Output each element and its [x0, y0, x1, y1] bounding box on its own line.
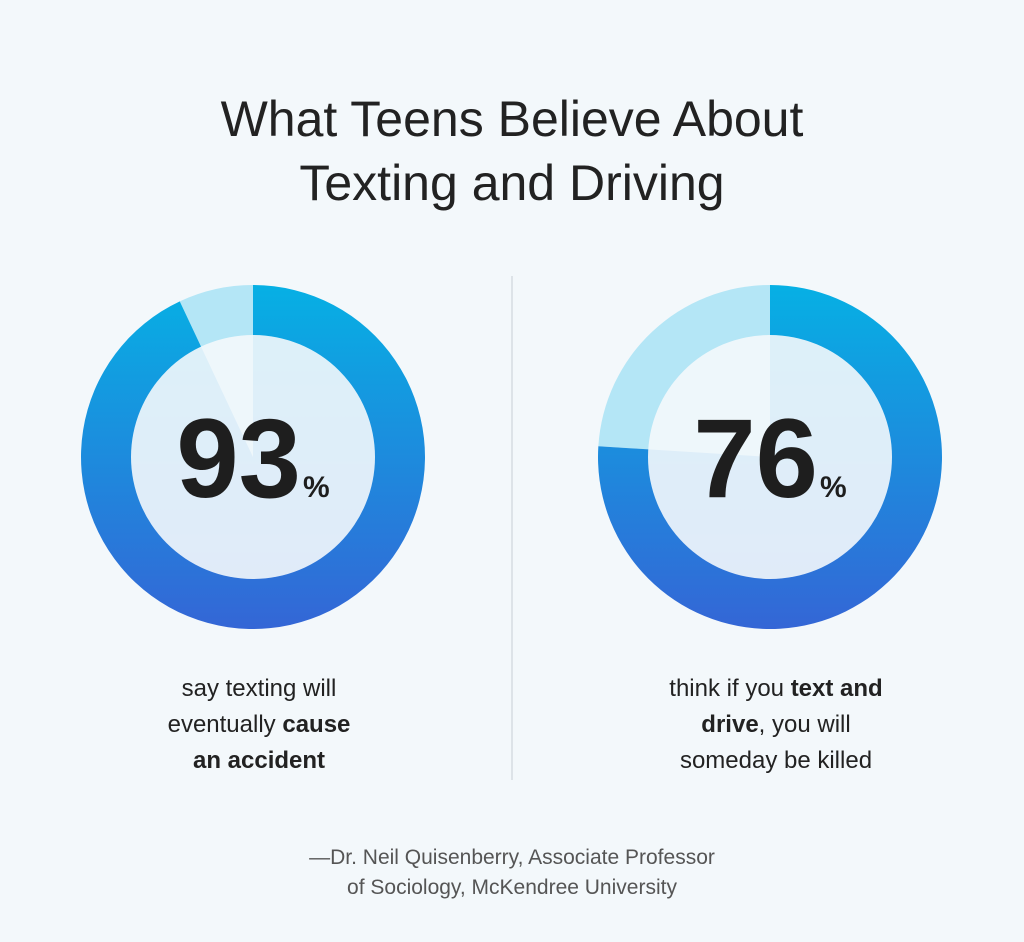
value-label: 93%: [176, 396, 329, 521]
caption-text: say texting will: [182, 675, 337, 702]
caption-text: eventually: [168, 711, 283, 738]
caption-text: drive: [701, 711, 758, 738]
caption-line: drive, you will: [701, 711, 850, 738]
caption-text: an accident: [193, 747, 325, 774]
caption-text: someday be killed: [680, 747, 872, 774]
caption-line: an accident: [193, 747, 325, 774]
value-unit: %: [303, 471, 330, 504]
caption-text: , you will: [759, 711, 851, 738]
value-unit: %: [820, 471, 847, 504]
value-number: 76: [693, 396, 818, 521]
source: of Sociology, McKendree University: [347, 876, 677, 899]
caption-text: think if you: [669, 675, 790, 702]
caption-line: say texting will: [182, 675, 337, 702]
caption-line: someday be killed: [680, 747, 872, 774]
donut-hole: [648, 335, 892, 579]
title: What Teens Believe About: [221, 91, 804, 147]
caption-line: eventually cause: [168, 711, 351, 738]
caption-line: think if you text and: [669, 675, 882, 702]
caption-text: text and: [791, 675, 883, 702]
source: —Dr. Neil Quisenberry, Associate Profess…: [309, 846, 715, 869]
value-number: 93: [176, 396, 301, 521]
value-label: 76%: [693, 396, 846, 521]
donut-hole: [131, 335, 375, 579]
caption-text: cause: [282, 711, 350, 738]
title: Texting and Driving: [299, 155, 724, 211]
